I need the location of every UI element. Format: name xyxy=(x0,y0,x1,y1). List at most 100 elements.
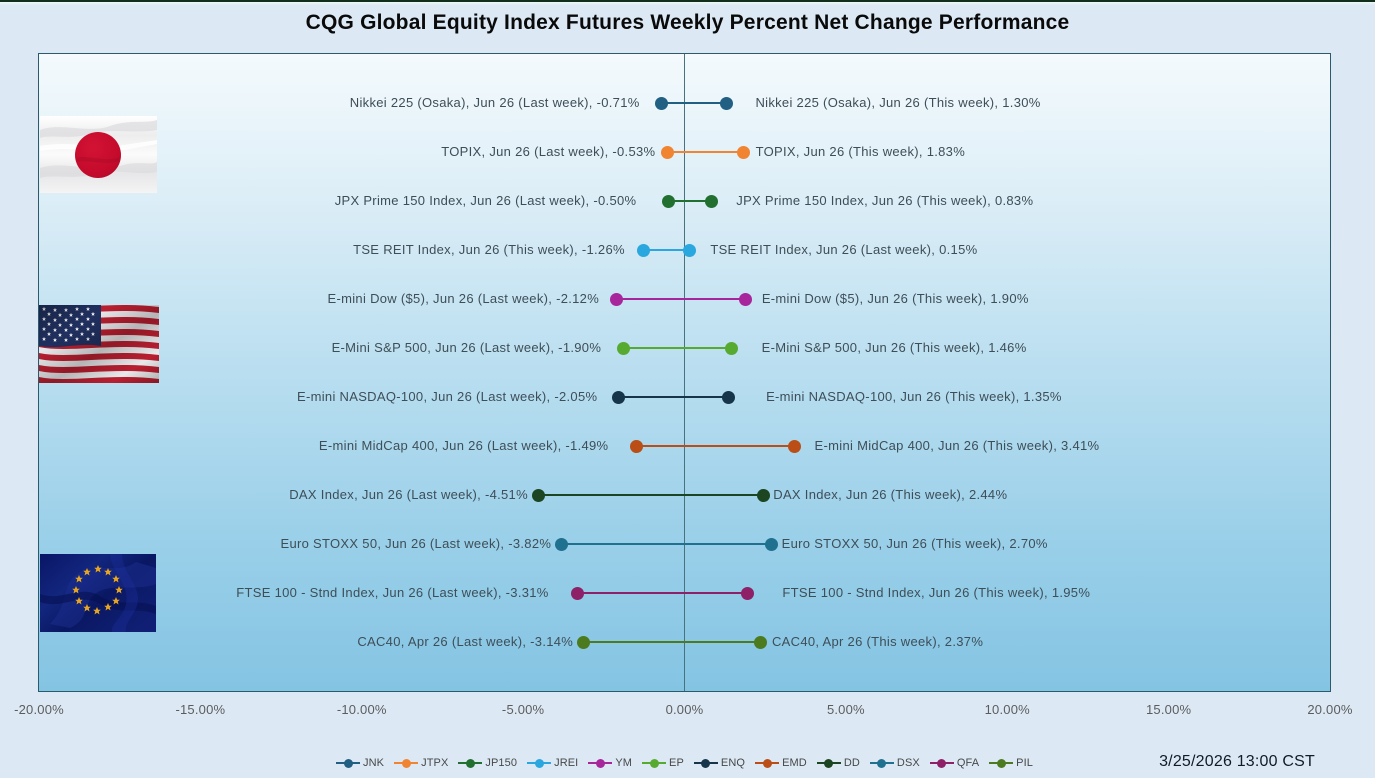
connector-PIL xyxy=(583,641,761,643)
label-EP-right: E-Mini S&P 500, Jun 26 (This week), 1.46… xyxy=(761,340,1027,355)
legend-label-JREI: JREI xyxy=(554,757,579,769)
legend-label-QFA: QFA xyxy=(956,757,980,769)
japan-flag xyxy=(40,116,157,193)
label-JREI-right: TSE REIT Index, Jun 26 (Last week), 0.15… xyxy=(710,242,978,257)
dot-JREI-left xyxy=(637,243,651,257)
dot-JREI-right xyxy=(682,243,696,257)
label-JTPX-left: TOPIX, Jun 26 (Last week), -0.53% xyxy=(441,144,656,159)
legend-swatch-DD xyxy=(816,758,841,768)
connector-DD xyxy=(538,494,764,496)
x-tick-15: 15.00% xyxy=(1145,702,1192,717)
connector-JREI xyxy=(643,249,690,251)
dot-JNK-left xyxy=(655,96,669,110)
usa-flag xyxy=(39,305,159,383)
connector-JTPX xyxy=(667,151,744,153)
legend-label-DSX: DSX xyxy=(896,757,920,769)
legend-label-DD: DD xyxy=(843,757,860,769)
legend-swatch-EMD xyxy=(755,758,780,768)
label-DSX-left: Euro STOXX 50, Jun 26 (Last week), -3.82… xyxy=(280,536,552,551)
dot-ENQ-left xyxy=(611,390,625,404)
legend-item-DD: DD xyxy=(816,757,860,769)
legend-swatch-JREI xyxy=(527,758,552,768)
legend-item-ENQ: ENQ xyxy=(693,757,746,769)
legend-item-EMD: EMD xyxy=(755,757,807,769)
legend-label-EP: EP xyxy=(669,757,684,769)
label-ENQ-left: E-mini NASDAQ-100, Jun 26 (Last week), -… xyxy=(297,389,598,404)
top-rule-glow xyxy=(0,2,1375,5)
legend: JNK JTPX JP150 JREI YM EP ENQ EMD DD DSX QFA PIL xyxy=(336,755,1033,771)
label-DSX-right: Euro STOXX 50, Jun 26 (This week), 2.70% xyxy=(781,536,1048,551)
dot-JP150-right xyxy=(704,194,718,208)
dot-PIL-right xyxy=(754,635,768,649)
legend-label-JNK: JNK xyxy=(363,757,385,769)
label-PIL-right: CAC40, Apr 26 (This week), 2.37% xyxy=(771,634,984,649)
dot-ENQ-right xyxy=(721,390,735,404)
legend-swatch-DSX xyxy=(869,758,894,768)
dot-JTPX-right xyxy=(737,145,751,159)
legend-label-PIL: PIL xyxy=(1016,757,1033,769)
dot-EP-left xyxy=(616,341,630,355)
zero-gridline xyxy=(684,54,685,691)
dot-EMD-left xyxy=(629,439,643,453)
dot-DSX-right xyxy=(765,537,779,551)
x-tick-10: 10.00% xyxy=(984,702,1030,717)
dot-PIL-left xyxy=(576,635,590,649)
connector-EP xyxy=(623,347,732,349)
top-rule xyxy=(0,0,1375,2)
legend-item-PIL: PIL xyxy=(989,757,1033,769)
label-EMD-left: E-mini MidCap 400, Jun 26 (Last week), -… xyxy=(318,438,609,453)
x-tick--20: -20.00% xyxy=(14,702,64,717)
chart-title: CQG Global Equity Index Futures Weekly P… xyxy=(305,11,1070,34)
x-tick-20: 20.00% xyxy=(1307,702,1353,717)
label-QFA-left: FTSE 100 - Stnd Index, Jun 26 (Last week… xyxy=(236,585,549,600)
dot-JTPX-left xyxy=(660,145,674,159)
label-JREI-left: TSE REIT Index, Jun 26 (This week), -1.2… xyxy=(353,242,625,257)
legend-swatch-ENQ xyxy=(693,758,718,768)
dot-YM-right xyxy=(739,292,753,306)
label-YM-right: E-mini Dow ($5), Jun 26 (This week), 1.9… xyxy=(761,291,1029,306)
connector-QFA xyxy=(577,592,748,594)
connector-JP150 xyxy=(668,200,712,202)
x-tick--5: -5.00% xyxy=(501,702,545,717)
label-YM-left: E-mini Dow ($5), Jun 26 (Last week), -2.… xyxy=(327,291,600,306)
legend-swatch-JP150 xyxy=(458,758,483,768)
dot-DSX-left xyxy=(554,537,568,551)
legend-item-JTPX: JTPX xyxy=(394,757,448,769)
label-ENQ-right: E-mini NASDAQ-100, Jun 26 (This week), 1… xyxy=(766,389,1062,404)
plot-area: Nikkei 225 (Osaka), Jun 26 (Last week), … xyxy=(38,53,1331,692)
label-JNK-left: Nikkei 225 (Osaka), Jun 26 (Last week), … xyxy=(349,95,640,110)
legend-label-YM: YM xyxy=(615,757,633,769)
label-DD-right: DAX Index, Jun 26 (This week), 2.44% xyxy=(773,487,1008,502)
legend-item-JREI: JREI xyxy=(527,757,578,769)
dot-JNK-right xyxy=(719,96,733,110)
label-EP-left: E-Mini S&P 500, Jun 26 (Last week), -1.9… xyxy=(331,340,602,355)
label-JP150-right: JPX Prime 150 Index, Jun 26 (This week),… xyxy=(736,193,1034,208)
timestamp: 3/25/2026 13:00 CST xyxy=(1159,753,1315,770)
legend-label-ENQ: ENQ xyxy=(720,757,746,769)
legend-swatch-JTPX xyxy=(394,758,419,768)
legend-item-JNK: JNK xyxy=(336,757,384,769)
connector-ENQ xyxy=(618,396,729,398)
legend-item-JP150: JP150 xyxy=(458,757,517,769)
legend-item-EP: EP xyxy=(642,757,684,769)
dot-QFA-left xyxy=(571,586,585,600)
legend-swatch-JNK xyxy=(336,758,360,768)
connector-EMD xyxy=(636,445,795,447)
legend-swatch-QFA xyxy=(929,758,954,768)
dot-EP-right xyxy=(725,341,739,355)
label-PIL-left: CAC40, Apr 26 (Last week), -3.14% xyxy=(357,634,574,649)
x-tick--10: -10.00% xyxy=(336,702,387,717)
label-DD-left: DAX Index, Jun 26 (Last week), -4.51% xyxy=(289,487,528,502)
connector-YM xyxy=(616,298,746,300)
eu-flag xyxy=(40,554,156,632)
label-EMD-right: E-mini MidCap 400, Jun 26 (This week), 3… xyxy=(814,438,1100,453)
x-tick-0: 0.00% xyxy=(665,702,704,717)
dot-YM-left xyxy=(609,292,623,306)
x-tick--15: -15.00% xyxy=(175,702,226,717)
legend-label-JTPX: JTPX xyxy=(421,757,449,769)
legend-swatch-YM xyxy=(588,758,613,768)
legend-label-EMD: EMD xyxy=(782,757,807,769)
label-JTPX-right: TOPIX, Jun 26 (This week), 1.83% xyxy=(755,144,966,159)
dot-DD-right xyxy=(756,488,770,502)
